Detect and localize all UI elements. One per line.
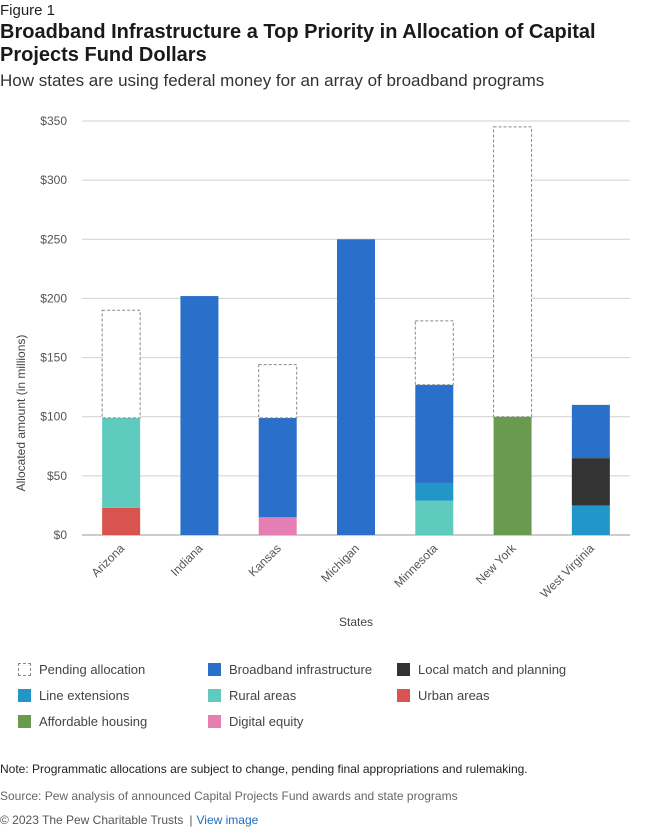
bar-segment-pending-allocation: [101, 309, 141, 419]
x-tick-label: Michigan: [318, 541, 362, 585]
stacked-bar-chart: $0 $50 $100 $150 $200 $250 $300 $350 Arizona Ind…: [14, 114, 630, 629]
bar-segment-pending-allocation: [493, 126, 533, 418]
legend-swatch: [18, 689, 31, 702]
copyright-text: © 2023 The Pew Charitable Trusts: [0, 813, 184, 827]
bar-segment-broadband-infrastructure: [337, 239, 375, 536]
legend-label: Local match and planning: [418, 662, 567, 677]
legend-item: Pending allocation: [18, 662, 145, 677]
x-tick-label: Arizona: [89, 541, 128, 580]
chart-subtitle: How states are using federal money for a…: [0, 71, 545, 90]
bar-segment-rural-areas: [102, 417, 141, 508]
bar-segment-local-match-and-planning: [571, 458, 610, 506]
view-image-link[interactable]: View image: [196, 813, 259, 827]
legend-label: Rural areas: [229, 688, 297, 703]
bar-segment-pending-allocation: [414, 320, 454, 386]
legend-item: Rural areas: [208, 688, 296, 703]
legend-swatch: [208, 663, 221, 676]
note-text: Note: Programmatic allocations are subje…: [0, 762, 528, 776]
y-tick-label: $200: [40, 291, 67, 305]
x-axis-ticks: Arizona Indiana Kansas Michigan Minnesota New…: [89, 541, 598, 601]
bar-segment-broadband-infrastructure: [571, 404, 610, 459]
y-axis-label: Allocated amount (in millions): [14, 335, 28, 492]
bar-segment-broadband-infrastructure: [180, 296, 219, 535]
x-tick-label: Minnesota: [391, 541, 440, 590]
legend-swatch: [18, 715, 31, 728]
legend-label: Pending allocation: [39, 662, 146, 677]
x-axis-label: States: [339, 615, 373, 629]
legend-label: Affordable housing: [39, 714, 148, 729]
footer: © 2023 The Pew Charitable Trusts | View im…: [0, 813, 258, 827]
y-axis-ticks: $0 $50 $100 $150 $200 $250 $300 $350: [40, 114, 67, 542]
legend-swatch: [397, 663, 410, 676]
y-tick-label: $150: [40, 351, 67, 365]
bar-segment-line-extensions: [415, 482, 454, 501]
bar-segment-rural-areas: [415, 500, 454, 535]
y-tick-label: $350: [40, 114, 67, 128]
footer-separator: |: [189, 813, 193, 827]
x-tick-label: New York: [473, 541, 519, 587]
bar-segment-digital-equity: [258, 517, 297, 535]
legend-label: Line extensions: [39, 688, 130, 703]
legend-label: Digital equity: [229, 714, 304, 729]
bar-segment-broadband-infrastructure: [258, 417, 297, 518]
y-tick-label: $50: [47, 469, 67, 483]
y-tick-label: $300: [40, 173, 67, 187]
bar-segment-affordable-housing: [493, 416, 532, 535]
x-tick-label: West Virginia: [537, 541, 597, 601]
legend-swatch: [397, 689, 410, 702]
y-tick-label: $250: [40, 232, 67, 246]
legend-item: Affordable housing: [18, 714, 147, 729]
legend-item: Digital equity: [208, 714, 303, 729]
bar-segment-pending-allocation: [258, 364, 298, 419]
legend-swatch: [208, 715, 221, 728]
legend-swatch: [208, 689, 221, 702]
legend-label: Broadband infrastructure: [229, 662, 373, 677]
legend-item: Broadband infrastructure: [208, 662, 372, 677]
y-tick-label: $0: [54, 528, 68, 542]
bar-segment-broadband-infrastructure: [415, 384, 454, 483]
legend-item: Urban areas: [397, 688, 490, 703]
figure-label: Figure 1: [0, 2, 56, 19]
bars: [101, 126, 610, 536]
x-tick-label: Kansas: [246, 541, 284, 579]
bar-segment-line-extensions: [571, 505, 610, 535]
legend-item: Line extensions: [18, 688, 129, 703]
legend-item: Local match and planning: [397, 662, 566, 677]
chart-title: Broadband Infrastructure a Top Priority …: [0, 21, 596, 66]
legend-swatch: [18, 663, 31, 676]
source-text: Source: Pew analysis of announced Capita…: [0, 789, 458, 803]
legend: Pending allocation Broadband infrastructu…: [18, 662, 638, 742]
y-tick-label: $100: [40, 410, 67, 424]
x-tick-label: Indiana: [168, 541, 206, 579]
bar-segment-urban-areas: [102, 507, 141, 535]
legend-label: Urban areas: [418, 688, 490, 703]
